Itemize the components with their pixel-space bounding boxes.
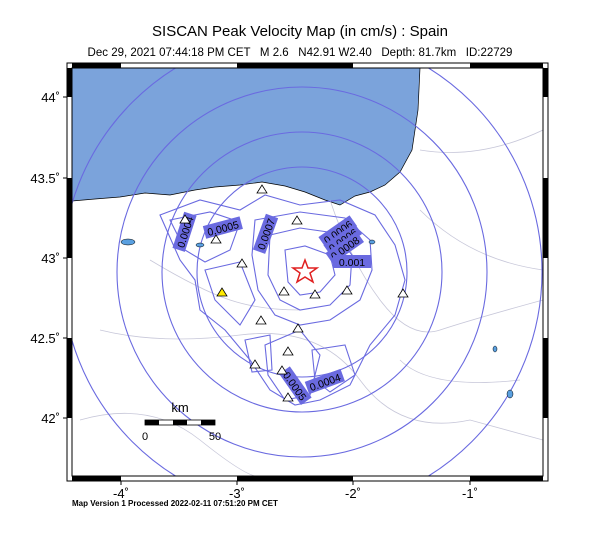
map-body: 0.00040.00050.00070.00060.00060.00080.00…	[72, 68, 543, 476]
frame-bar	[67, 338, 72, 418]
contour-label-box	[279, 366, 312, 406]
lon-label: -1˚	[462, 486, 478, 501]
lon-label: -2˚	[345, 486, 361, 501]
sea	[72, 68, 421, 206]
frame-bar	[543, 178, 548, 258]
contour-label-box	[318, 215, 358, 248]
lat-label: 44˚	[41, 90, 60, 105]
lon-label: -4˚	[113, 486, 129, 501]
contour-label-box	[304, 368, 345, 395]
frame-bar	[470, 63, 543, 68]
frame-bar	[67, 68, 72, 97]
contour-label-box	[202, 216, 243, 239]
map-frame: 44˚ 43.5˚ 43˚ 42.5˚ 42˚ -4˚ -3˚ -2˚ -1˚	[30, 62, 549, 501]
lon-label: -3˚	[229, 486, 245, 501]
frame-bar	[543, 338, 548, 418]
scale-bar: km 0 50	[142, 400, 221, 443]
contour-label-box	[333, 255, 371, 268]
frame-bar	[237, 476, 353, 481]
contour-label-box	[252, 213, 279, 254]
frame-bar	[72, 476, 121, 481]
frame-bar	[67, 178, 72, 258]
frame-bar	[543, 68, 548, 97]
footer: Map Version 1 Processed 2022-02-11 07:51…	[72, 499, 278, 508]
contour-label-box	[323, 223, 363, 256]
contours	[72, 68, 543, 476]
lat-label: 42.5˚	[30, 331, 60, 346]
subtitle: Dec 29, 2021 07:44:18 PM CET M 2.6 N42.9…	[88, 47, 513, 59]
contour-label-text: 0.001	[339, 257, 365, 269]
lakes	[120, 238, 514, 399]
epicenter	[290, 257, 320, 284]
contour-label-box	[172, 211, 197, 252]
scale-end: 50	[209, 431, 221, 443]
lat-label: 43˚	[41, 251, 60, 266]
frame-bar	[470, 476, 543, 481]
scale-unit: km	[171, 400, 188, 415]
lat-label: 42˚	[41, 411, 60, 426]
rivers	[79, 129, 543, 476]
stations	[179, 184, 409, 402]
title: SISCAN Peak Velocity Map (in cm/s) : Spa…	[152, 23, 448, 40]
lat-label: 43.5˚	[30, 171, 60, 186]
scale-start: 0	[142, 431, 148, 443]
contour-label: 0.001	[333, 255, 371, 269]
frame-bar	[237, 63, 353, 68]
frame-bar	[72, 63, 121, 68]
